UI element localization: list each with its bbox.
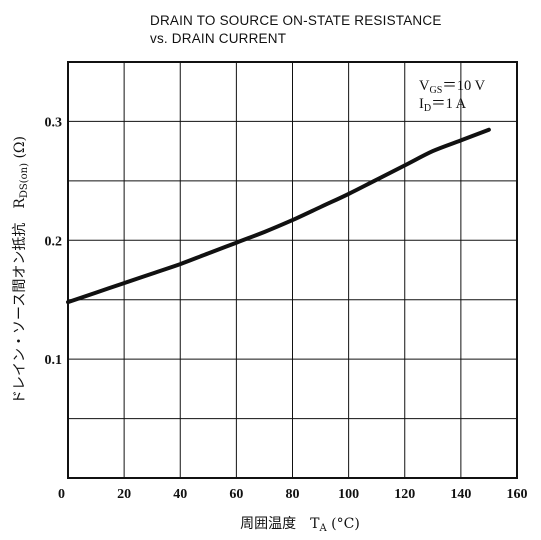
plot-frame [67, 61, 518, 479]
annotation-vgs: VGS＝10 V [419, 78, 486, 96]
x-tick-label: 100 [338, 487, 359, 502]
x-tick-label: 40 [173, 487, 187, 502]
tick-labels: 0 20 40 60 80 100 120 140 160 0.1 0.2 0.3 [45, 115, 528, 502]
grid [68, 62, 517, 478]
x-axis-label: 周囲温度 TA (°C) [240, 516, 360, 534]
x-tick-label: 20 [117, 487, 131, 502]
x-tick-label: 140 [450, 487, 471, 502]
y-tick-label: 0.1 [45, 353, 63, 368]
chart-subtitle: vs. DRAIN CURRENT [150, 31, 286, 46]
x-tick-label: 160 [507, 487, 528, 502]
x-tick-label: 120 [394, 487, 415, 502]
y-tick-label: 0.2 [45, 234, 63, 249]
y-tick-label: 0.3 [45, 115, 63, 130]
y-axis-label: ドレイン・ソース間オン抵抗 RDS(on) (Ω) [12, 136, 30, 404]
x-tick-label: 80 [286, 487, 300, 502]
x-tick-label: 0 [58, 487, 65, 502]
annotation-id: ID＝1 A [419, 96, 467, 114]
x-tick-label: 60 [229, 487, 243, 502]
chart-title: DRAIN TO SOURCE ON-STATE RESISTANCE [150, 13, 442, 28]
series-line-rdson [66, 127, 491, 305]
